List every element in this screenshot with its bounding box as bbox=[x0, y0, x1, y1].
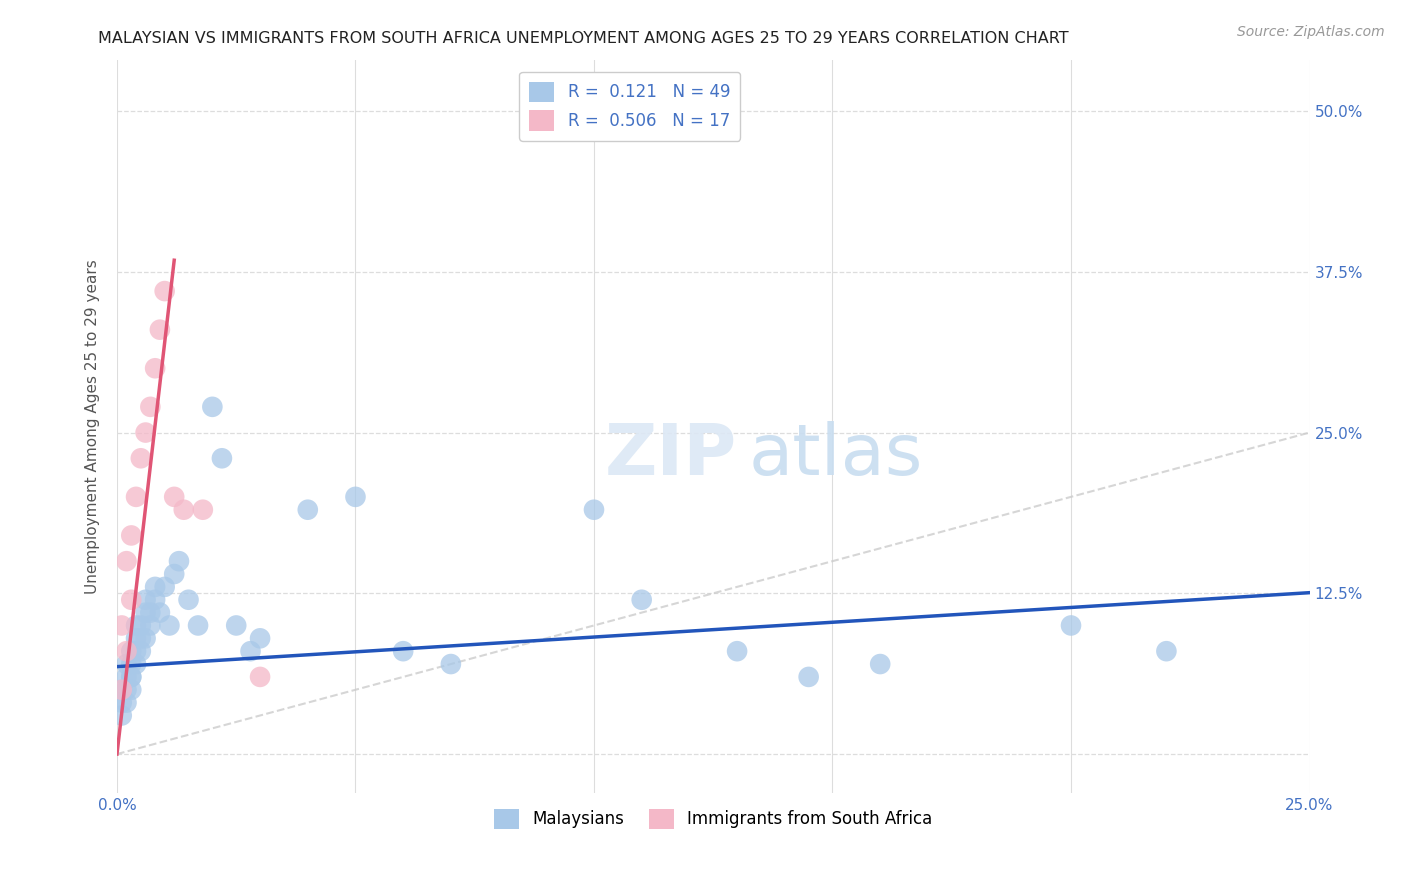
Point bbox=[344, 490, 367, 504]
Point bbox=[111, 618, 134, 632]
Point bbox=[392, 644, 415, 658]
Point bbox=[191, 502, 214, 516]
Point bbox=[111, 682, 134, 697]
Point bbox=[125, 657, 148, 671]
Point bbox=[159, 618, 181, 632]
Point bbox=[115, 554, 138, 568]
Point bbox=[120, 528, 142, 542]
Point bbox=[630, 592, 652, 607]
Text: atlas: atlas bbox=[749, 421, 924, 490]
Point bbox=[201, 400, 224, 414]
Point bbox=[149, 606, 172, 620]
Point bbox=[797, 670, 820, 684]
Point bbox=[129, 644, 152, 658]
Point bbox=[1060, 618, 1083, 632]
Point bbox=[297, 502, 319, 516]
Point bbox=[249, 632, 271, 646]
Point bbox=[167, 554, 190, 568]
Point bbox=[211, 451, 233, 466]
Point bbox=[143, 592, 166, 607]
Point bbox=[135, 632, 157, 646]
Point bbox=[129, 632, 152, 646]
Point bbox=[129, 618, 152, 632]
Point bbox=[249, 670, 271, 684]
Point bbox=[120, 670, 142, 684]
Point bbox=[143, 580, 166, 594]
Point bbox=[725, 644, 748, 658]
Text: ZIP: ZIP bbox=[605, 421, 737, 490]
Point bbox=[115, 682, 138, 697]
Point bbox=[163, 567, 186, 582]
Point bbox=[135, 425, 157, 440]
Point bbox=[120, 592, 142, 607]
Point bbox=[125, 490, 148, 504]
Point bbox=[115, 644, 138, 658]
Point bbox=[125, 632, 148, 646]
Point bbox=[869, 657, 891, 671]
Point bbox=[135, 606, 157, 620]
Point bbox=[120, 682, 142, 697]
Point bbox=[139, 606, 162, 620]
Point bbox=[111, 682, 134, 697]
Point bbox=[135, 592, 157, 607]
Point bbox=[1156, 644, 1178, 658]
Point bbox=[139, 400, 162, 414]
Text: Source: ZipAtlas.com: Source: ZipAtlas.com bbox=[1237, 25, 1385, 39]
Legend: Malaysians, Immigrants from South Africa: Malaysians, Immigrants from South Africa bbox=[488, 802, 939, 836]
Point bbox=[153, 284, 176, 298]
Point bbox=[120, 670, 142, 684]
Text: MALAYSIAN VS IMMIGRANTS FROM SOUTH AFRICA UNEMPLOYMENT AMONG AGES 25 TO 29 YEARS: MALAYSIAN VS IMMIGRANTS FROM SOUTH AFRIC… bbox=[98, 31, 1069, 46]
Point bbox=[239, 644, 262, 658]
Point bbox=[177, 592, 200, 607]
Point bbox=[582, 502, 605, 516]
Point bbox=[143, 361, 166, 376]
Point bbox=[125, 644, 148, 658]
Point bbox=[153, 580, 176, 594]
Point bbox=[111, 696, 134, 710]
Point bbox=[120, 644, 142, 658]
Point bbox=[163, 490, 186, 504]
Point bbox=[139, 618, 162, 632]
Y-axis label: Unemployment Among Ages 25 to 29 years: Unemployment Among Ages 25 to 29 years bbox=[86, 259, 100, 593]
Point bbox=[173, 502, 195, 516]
Point bbox=[125, 618, 148, 632]
Point bbox=[111, 708, 134, 723]
Point bbox=[225, 618, 247, 632]
Point bbox=[115, 670, 138, 684]
Point bbox=[129, 451, 152, 466]
Point bbox=[440, 657, 463, 671]
Point bbox=[187, 618, 209, 632]
Point bbox=[120, 657, 142, 671]
Point bbox=[115, 696, 138, 710]
Point bbox=[149, 323, 172, 337]
Point bbox=[115, 657, 138, 671]
